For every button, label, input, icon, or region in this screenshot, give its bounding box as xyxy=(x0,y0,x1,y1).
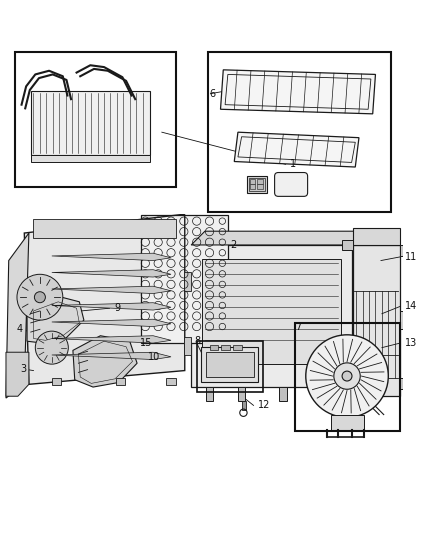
Bar xyxy=(184,272,191,291)
Bar xyxy=(331,416,364,430)
Polygon shape xyxy=(52,303,171,310)
Bar xyxy=(279,387,286,401)
Bar xyxy=(116,378,125,385)
FancyBboxPatch shape xyxy=(275,173,307,196)
Bar xyxy=(233,345,242,350)
Polygon shape xyxy=(353,229,400,245)
Text: 14: 14 xyxy=(405,301,417,311)
Bar xyxy=(15,52,176,187)
Bar xyxy=(238,387,245,401)
Polygon shape xyxy=(6,233,29,398)
Polygon shape xyxy=(52,352,171,360)
Bar xyxy=(166,378,176,385)
Polygon shape xyxy=(220,70,375,114)
Polygon shape xyxy=(73,336,137,387)
Bar xyxy=(206,352,254,377)
Polygon shape xyxy=(25,215,185,384)
Circle shape xyxy=(306,335,389,417)
Polygon shape xyxy=(52,336,171,343)
Bar xyxy=(400,245,414,256)
Text: 9: 9 xyxy=(114,303,120,313)
Text: 11: 11 xyxy=(405,252,417,262)
Text: 13: 13 xyxy=(405,338,417,348)
Polygon shape xyxy=(52,270,171,277)
Text: 5: 5 xyxy=(437,336,438,346)
Circle shape xyxy=(35,331,68,364)
Text: 2: 2 xyxy=(230,240,237,250)
Text: 8: 8 xyxy=(194,336,200,346)
Bar xyxy=(197,341,263,392)
Text: 15: 15 xyxy=(140,338,153,348)
Bar xyxy=(208,52,391,212)
Bar xyxy=(316,387,323,401)
Bar xyxy=(342,240,353,249)
Text: 12: 12 xyxy=(258,400,271,410)
Bar xyxy=(257,179,263,183)
Circle shape xyxy=(334,363,360,389)
Bar xyxy=(295,323,400,431)
Bar xyxy=(206,387,213,401)
Bar xyxy=(257,184,263,189)
Polygon shape xyxy=(234,132,359,167)
Circle shape xyxy=(35,292,46,303)
Bar xyxy=(191,245,352,387)
Text: 6: 6 xyxy=(209,88,215,99)
Bar xyxy=(209,345,218,350)
Bar xyxy=(400,311,417,329)
Text: 1: 1 xyxy=(290,159,297,169)
Bar xyxy=(250,184,255,189)
Polygon shape xyxy=(242,401,246,410)
Bar xyxy=(400,378,414,389)
Text: 7: 7 xyxy=(295,321,301,332)
Text: 10: 10 xyxy=(148,352,160,362)
Bar xyxy=(249,178,265,191)
Bar xyxy=(247,176,267,193)
Circle shape xyxy=(342,371,352,381)
Polygon shape xyxy=(52,286,171,294)
Bar xyxy=(31,91,150,155)
Bar xyxy=(222,345,230,350)
Polygon shape xyxy=(6,352,29,396)
Bar xyxy=(31,155,150,163)
Bar xyxy=(201,347,258,383)
Polygon shape xyxy=(52,319,171,327)
Bar xyxy=(52,378,61,385)
Polygon shape xyxy=(27,295,84,343)
Bar xyxy=(141,215,228,343)
Bar xyxy=(184,337,191,355)
Bar xyxy=(353,245,400,396)
Bar xyxy=(250,179,255,183)
Text: 4: 4 xyxy=(16,324,22,334)
Bar xyxy=(33,219,176,238)
Circle shape xyxy=(17,274,63,320)
Text: 3: 3 xyxy=(20,364,26,374)
Bar xyxy=(202,259,341,364)
Polygon shape xyxy=(52,253,171,261)
Polygon shape xyxy=(191,231,365,245)
